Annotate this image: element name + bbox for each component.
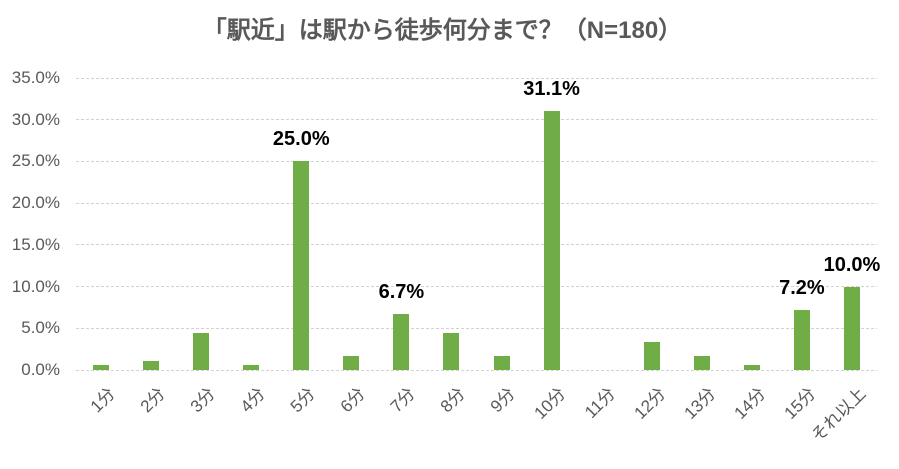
bar-1分 [93, 364, 110, 370]
x-axis-category-label: 1分 [86, 384, 119, 417]
bar-7分 [393, 314, 410, 370]
gridline [76, 202, 877, 204]
y-axis-tick-label: 30.0% [11, 109, 60, 129]
x-axis-category-label: 5分 [286, 384, 319, 417]
bar-8分 [443, 333, 460, 370]
bar-5分 [293, 161, 310, 370]
bar-10分 [543, 110, 560, 370]
bar-value-label: 10.0% [823, 253, 881, 276]
bar-15分 [793, 309, 810, 370]
x-axis-category-label: 13分 [680, 384, 720, 423]
x-axis-category-label: 12分 [630, 384, 670, 423]
bar-value-label: 31.1% [523, 77, 580, 100]
bar-14分 [743, 364, 760, 370]
x-axis-category-label: 15分 [780, 384, 820, 423]
bar-12分 [643, 342, 660, 370]
bar-9分 [493, 355, 510, 370]
y-axis-tick-label: 20.0% [11, 193, 60, 213]
bar-4分 [243, 364, 260, 370]
y-axis-tick-label: 35.0% [11, 68, 60, 87]
gridline [76, 327, 877, 329]
y-axis-tick-label: 5.0% [21, 318, 60, 338]
gridline [76, 160, 877, 162]
y-axis-tick-label: 15.0% [11, 234, 60, 254]
x-axis-category-label: 4分 [236, 384, 269, 417]
bar-6分 [343, 355, 360, 370]
bar-13分 [693, 355, 710, 370]
x-axis-category-label: 6分 [336, 384, 369, 417]
x-axis-category-label: 8分 [436, 384, 469, 417]
x-axis-category-label: 11分 [581, 384, 620, 422]
gridline [76, 77, 877, 79]
x-axis-category-label: 9分 [486, 384, 519, 417]
x-axis-category-label: 2分 [136, 384, 169, 417]
x-axis-category-label: 3分 [186, 384, 219, 417]
gridline [76, 369, 877, 371]
y-axis-tick-label: 25.0% [11, 151, 60, 171]
gridline [76, 119, 877, 121]
bar-value-label: 7.2% [779, 276, 825, 299]
x-axis-category-label: 7分 [386, 384, 419, 417]
gridline [76, 286, 877, 288]
y-axis: 0.0% 5.0% 10.0% 15.0% 20.0% 25.0% 30.0% 35.0% [0, 68, 60, 379]
gridline [76, 244, 877, 246]
bar-value-label: 6.7% [378, 281, 425, 304]
x-axis-category-label: それ以上 [807, 384, 870, 446]
y-axis-tick-label: 10.0% [11, 276, 60, 296]
chart-title: 「駅近」は駅から徒歩何分まで？（N=180） [202, 17, 683, 44]
bar-2分 [143, 360, 160, 370]
plot-area: 25.0% 6.7% 31.1% 7.2% 10.0% [76, 77, 880, 371]
x-axis-category-label: 10分 [530, 384, 570, 423]
bar-3分 [193, 333, 210, 370]
y-axis-tick-label: 0.0% [21, 360, 60, 379]
bar-value-label: 25.0% [272, 128, 330, 151]
bar-それ以上 [843, 286, 860, 370]
x-axis-category-label: 14分 [730, 384, 770, 423]
